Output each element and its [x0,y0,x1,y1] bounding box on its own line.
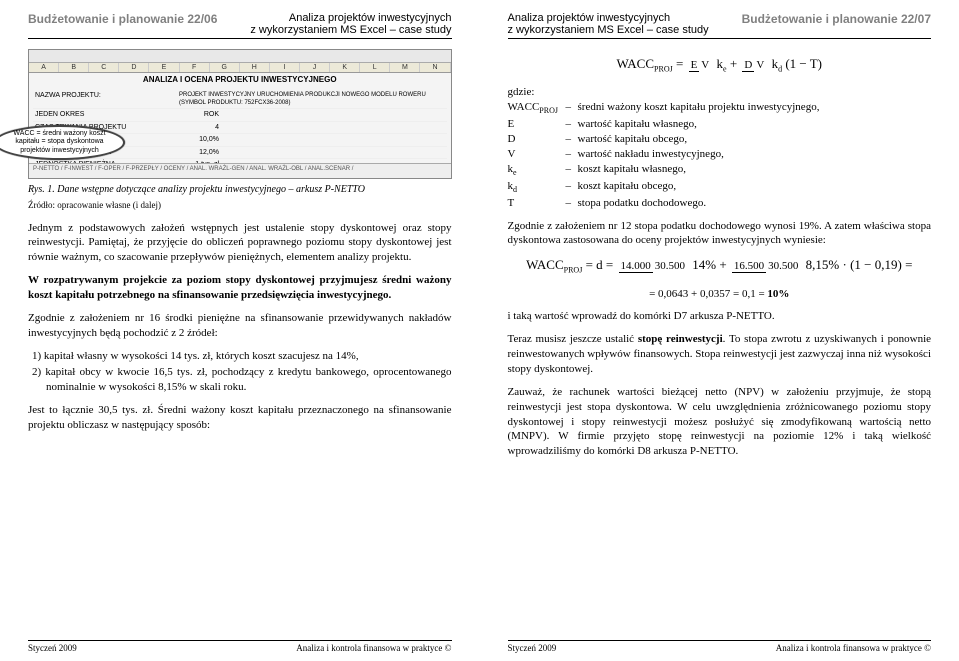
excel-screenshot: A B C D E F G H I J K L M N ANALIZA I OC… [28,49,452,179]
excel-tabs: P-NETTO / F-INWEST / F-OPER / F-PRZEPŁY … [29,163,451,178]
paragraph: Jednym z podstawowych założeń wstępnych … [28,221,452,266]
header-title1-left: Analiza projektów inwestycyjnych [250,12,451,24]
excel-heading: ANALIZA I OCENA PROJEKTU INWESTYCYJNEGO [29,73,451,88]
col: G [210,63,240,72]
footer-date: Styczeń 2009 [28,643,77,653]
col: D [119,63,149,72]
content-right: WACCPROJ = EV ke + DV kd (1 − T) gdzie: … [508,49,932,640]
paragraph-bold: W rozpatrywanym projekcie za poziom stop… [28,273,452,303]
def-row: ke–koszt kapitału własnego, [508,162,932,179]
col: N [420,63,450,72]
col: J [300,63,330,72]
gdzie-label: gdzie: [508,85,932,100]
col: K [330,63,360,72]
header-right: Analiza projektów inwestycyjnych z wykor… [508,12,932,39]
def-row: T–stopa podatku dochodowego. [508,196,932,211]
result-line: = 0,0643 + 0,0357 = 0,1 = 10% [508,287,932,302]
col: B [59,63,89,72]
footer-left: Styczeń 2009 Analiza i kontrola finansow… [28,640,452,653]
paragraph: i taką wartość wprowadź do komórki D7 ar… [508,309,932,324]
footer-pub: Analiza i kontrola finansowa w praktyce … [776,643,931,653]
footer-date: Styczeń 2009 [508,643,557,653]
col: F [180,63,210,72]
footer-pub: Analiza i kontrola finansowa w praktyce … [296,643,451,653]
col: C [89,63,119,72]
header-gray-left: Budżetowanie i planowanie 22/06 [28,12,217,26]
footer-right: Styczeń 2009 Analiza i kontrola finansow… [508,640,932,653]
list-item: 1) kapitał własny w wysokości 14 tys. zł… [28,349,452,364]
header-titles-right: Analiza projektów inwestycyjnych z wykor… [508,12,709,36]
paragraph: Zgodnie z założeniem nr 12 stopa podatku… [508,219,932,249]
def-row: kd–koszt kapitału obcego, [508,179,932,196]
def-row: E–wartość kapitału własnego, [508,117,932,132]
header-title2-right: z wykorzystaniem MS Excel – case study [508,24,709,36]
paragraph: Zgodnie z założeniem nr 16 środki pienię… [28,311,452,341]
header-title1-right: Analiza projektów inwestycyjnych [508,12,709,24]
col: M [390,63,420,72]
header-left: Budżetowanie i planowanie 22/06 Analiza … [28,12,452,39]
paragraph: Teraz musisz jeszcze ustalić stopę reinw… [508,332,932,377]
excel-row: JEDEN OKRESROK [33,109,447,121]
def-row: WACCPROJ–średni ważony koszt kapitału pr… [508,100,932,117]
figure-source: Źródło: opracowanie własne (i dalej) [28,199,452,211]
excel-titlebar [29,50,451,63]
header-titles-left: Analiza projektów inwestycyjnych z wykor… [250,12,451,36]
col: E [149,63,179,72]
col: H [240,63,270,72]
paragraph: Jest to łącznie 30,5 tys. zł. Średni waż… [28,403,452,433]
wacc-calc-formula: WACCPROJ = d = 14.00030.500 14% + 16.500… [508,256,932,276]
definition-list: WACCPROJ–średni ważony koszt kapitału pr… [508,100,932,210]
paragraph: Zauważ, że rachunek wartości bieżącej ne… [508,385,932,459]
page-left: Budżetowanie i planowanie 22/06 Analiza … [0,0,480,661]
wacc-formula: WACCPROJ = EV ke + DV kd (1 − T) [508,55,932,75]
col: A [29,63,59,72]
excel-row: NAZWA PROJEKTU:PROJEKT INWESTYCYJNY URUC… [33,90,447,109]
figure-caption: Rys. 1. Dane wstępne dotyczące analizy p… [28,183,452,197]
col: I [270,63,300,72]
def-row: D–wartość kapitału obcego, [508,132,932,147]
excel-columns: A B C D E F G H I J K L M N [29,63,451,73]
content-left: A B C D E F G H I J K L M N ANALIZA I OC… [28,49,452,640]
page-right: Analiza projektów inwestycyjnych z wykor… [480,0,959,661]
col: L [360,63,390,72]
header-title2-left: z wykorzystaniem MS Excel – case study [250,24,451,36]
def-row: V–wartość nakładu inwestycyjnego, [508,147,932,162]
list-item: 2) kapitał obcy w kwocie 16,5 tys. zł, p… [28,365,452,395]
header-gray-right: Budżetowanie i planowanie 22/07 [742,12,931,26]
